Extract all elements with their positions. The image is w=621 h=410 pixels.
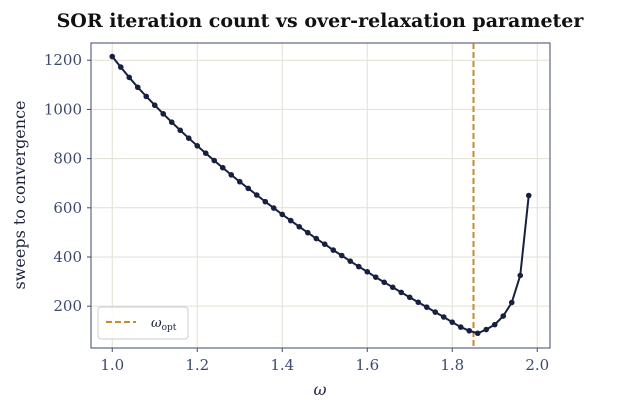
data-point [440,314,447,320]
data-point [151,102,158,109]
data-point [143,93,150,100]
data-point [457,324,464,330]
data-point [236,178,243,185]
data-point [415,299,422,306]
data-point [211,157,218,164]
legend: ωopt [97,306,189,340]
axis-ticks: 1.0 1.2 1.4 1.6 1.8 2.0 200 400 600 800 1000 1200 [44,51,549,374]
x-tick-label: 1.4 [270,356,294,374]
legend-box [97,306,189,340]
data-point [491,321,498,328]
data-point [364,268,371,275]
data-point [185,135,192,141]
data-point [262,198,269,205]
y-tick-label: 600 [53,199,82,217]
data-point [109,53,116,60]
data-point [202,150,209,156]
data-point [517,272,524,279]
data-point [134,84,141,91]
data-point [296,223,303,230]
data-point [177,127,184,134]
data-point [117,64,124,70]
data-point [474,330,481,337]
data-point [423,304,430,310]
data-point [338,252,345,259]
data-point [313,235,320,242]
data-point [466,327,473,334]
y-tick-label: 400 [53,248,82,266]
data-point [372,274,379,280]
data-point [389,284,396,291]
data-point [168,119,175,126]
data-point [245,185,252,192]
y-tick-label: 1000 [44,100,82,118]
data-point [228,172,235,178]
data-point [355,263,362,270]
data-point [194,143,201,149]
x-tick-label: 1.2 [185,356,209,374]
legend-label: ωopt [151,316,177,333]
data-point [525,192,532,199]
y-axis-label: sweeps to convergence [10,100,29,289]
plot-frame [90,42,551,349]
y-tick-label: 200 [53,297,82,315]
data-point [449,319,456,325]
data-point [330,247,337,253]
data-point [483,326,490,333]
data-point [279,211,286,218]
x-tick-label: 1.6 [355,356,379,374]
data-point [126,74,133,81]
y-tick-label: 800 [53,150,82,168]
data-point [321,241,328,248]
y-tick-label: 1200 [44,51,82,69]
data-point [270,205,277,211]
data-point [398,289,405,296]
data-point [500,313,507,319]
data-point [347,258,354,264]
data-point [287,217,294,224]
series-line [111,55,530,335]
x-tick-label: 1.0 [100,356,124,374]
series-group [109,53,532,337]
data-point [304,229,311,236]
data-point [160,111,167,117]
x-tick-label: 2.0 [525,356,549,374]
data-point [432,309,439,315]
chart-title: SOR iteration count vs over-relaxation p… [57,10,585,32]
data-point [219,164,226,171]
data-point [381,279,388,286]
x-tick-label: 1.8 [440,356,464,374]
grid [91,43,550,348]
x-axis-label: ω [313,380,326,399]
data-point [253,192,260,198]
data-point [508,299,515,306]
data-point [406,294,413,301]
